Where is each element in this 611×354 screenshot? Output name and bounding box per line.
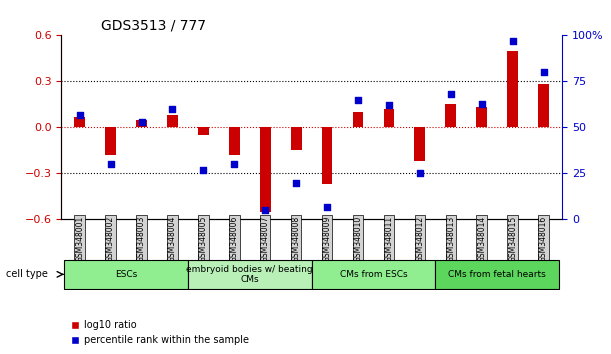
Text: cell type: cell type bbox=[6, 269, 48, 279]
Point bbox=[167, 106, 177, 112]
Text: GSM348015: GSM348015 bbox=[508, 216, 517, 262]
Point bbox=[322, 204, 332, 210]
Point bbox=[137, 119, 147, 125]
FancyBboxPatch shape bbox=[188, 260, 312, 289]
Bar bbox=[75, 117, 85, 127]
Point bbox=[508, 38, 518, 44]
Text: GSM348005: GSM348005 bbox=[199, 216, 208, 262]
Text: GSM348010: GSM348010 bbox=[354, 216, 362, 262]
Point bbox=[291, 180, 301, 185]
Point bbox=[229, 161, 239, 167]
Bar bbox=[538, 85, 549, 127]
Text: GSM348009: GSM348009 bbox=[323, 216, 332, 262]
Text: GSM348014: GSM348014 bbox=[477, 216, 486, 262]
Point bbox=[539, 69, 549, 75]
Text: GSM348004: GSM348004 bbox=[168, 216, 177, 262]
FancyBboxPatch shape bbox=[312, 260, 435, 289]
Legend: log10 ratio, percentile rank within the sample: log10 ratio, percentile rank within the … bbox=[66, 316, 254, 349]
Point bbox=[384, 103, 394, 108]
Text: GSM348016: GSM348016 bbox=[539, 216, 548, 262]
Text: GSM348012: GSM348012 bbox=[415, 216, 425, 262]
Text: GSM348003: GSM348003 bbox=[137, 216, 146, 262]
Bar bbox=[414, 127, 425, 161]
Point bbox=[353, 97, 363, 103]
Bar bbox=[384, 109, 394, 127]
Text: GSM348002: GSM348002 bbox=[106, 216, 115, 262]
Text: GSM348013: GSM348013 bbox=[446, 216, 455, 262]
Point bbox=[477, 101, 486, 106]
Bar bbox=[105, 127, 116, 155]
Text: CMs from ESCs: CMs from ESCs bbox=[340, 270, 408, 279]
Point bbox=[260, 207, 270, 213]
Point bbox=[415, 171, 425, 176]
Text: GSM348011: GSM348011 bbox=[384, 216, 393, 262]
Bar bbox=[198, 127, 209, 135]
Bar bbox=[321, 127, 332, 184]
Bar bbox=[229, 127, 240, 155]
Text: GSM348006: GSM348006 bbox=[230, 216, 239, 262]
FancyBboxPatch shape bbox=[435, 260, 559, 289]
Text: GSM348001: GSM348001 bbox=[75, 216, 84, 262]
Bar bbox=[260, 127, 271, 212]
FancyBboxPatch shape bbox=[64, 260, 188, 289]
Point bbox=[75, 112, 84, 118]
Point bbox=[446, 91, 456, 97]
Point bbox=[199, 167, 208, 173]
Text: GSM348007: GSM348007 bbox=[261, 216, 269, 262]
Text: GSM348008: GSM348008 bbox=[291, 216, 301, 262]
Bar bbox=[167, 115, 178, 127]
Bar bbox=[136, 120, 147, 127]
Text: GDS3513 / 777: GDS3513 / 777 bbox=[101, 19, 206, 33]
Text: embryoid bodies w/ beating
CMs: embryoid bodies w/ beating CMs bbox=[186, 265, 313, 284]
Bar bbox=[477, 108, 487, 127]
Text: ESCs: ESCs bbox=[115, 270, 137, 279]
Point bbox=[106, 161, 115, 167]
Bar bbox=[445, 104, 456, 127]
Text: CMs from fetal hearts: CMs from fetal hearts bbox=[448, 270, 546, 279]
Bar bbox=[507, 51, 518, 127]
Bar bbox=[291, 127, 302, 150]
Bar bbox=[353, 112, 364, 127]
